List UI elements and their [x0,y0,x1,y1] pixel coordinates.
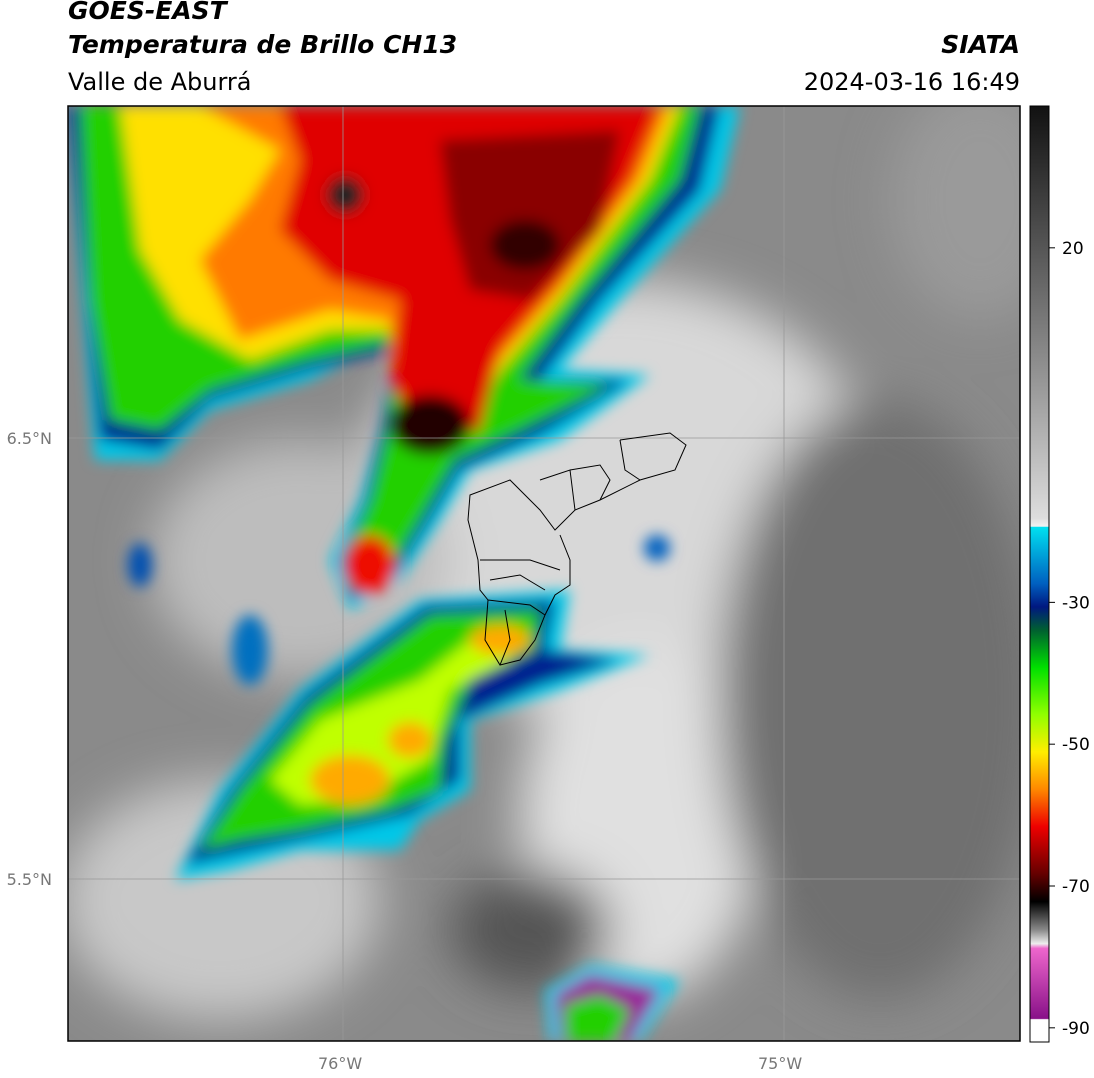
colorbar-tick-label: 20 [1062,239,1084,259]
region: Valle de Aburrá [68,68,252,96]
colorbar-tick-label: -50 [1062,735,1090,755]
colorbar [1029,105,1050,1043]
graticule [68,106,1020,1041]
title-product: Temperatura de Brillo CH13 [68,30,458,59]
map-image [68,106,1020,1041]
map-frame [67,105,1021,1042]
lon-label: 76°W [318,1054,363,1073]
lat-label: 5.5°N [6,870,52,889]
lat-label: 6.5°N [6,429,52,448]
colorbar-tick-label: -90 [1062,1019,1090,1039]
agency: SIATA [941,30,1020,59]
colorbar-tick-label: -70 [1062,877,1090,897]
datetime: 2024-03-16 16:49 [803,68,1020,96]
colorbar-tick-label: -30 [1062,593,1090,613]
title-satellite: GOES-EAST [68,0,227,25]
lon-label: 75°W [758,1054,803,1073]
municipal-boundaries [467,432,687,666]
